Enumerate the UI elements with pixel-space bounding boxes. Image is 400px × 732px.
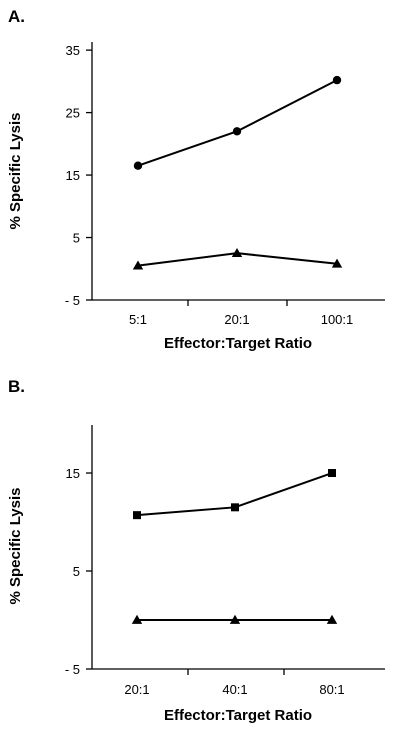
- panel-b-y-tick-label: - 5: [65, 662, 80, 677]
- panel-b-y-tick-label: 15: [66, 466, 80, 481]
- panel-a-marks: 35 25 15 5 - 5 5:1 20:1 100:1: [65, 43, 353, 327]
- panel-a-point-triangle: [331, 258, 343, 268]
- panel-b-point-square: [328, 469, 336, 478]
- panel-b-label: B.: [8, 377, 25, 396]
- panel-a-y-tick-label: 15: [66, 168, 80, 183]
- panel-b-marks: 15 5 - 5 20:1 40:1 80:1: [65, 466, 345, 697]
- panel-b-x-axis-title: Effector:Target Ratio: [164, 707, 312, 724]
- panel-a-x-axis-title: Effector:Target Ratio: [164, 335, 312, 352]
- panel-b-point-triangle: [326, 614, 338, 624]
- panel-b-x-tick-label: 40:1: [222, 682, 247, 697]
- panel-b: B. Effector:Target Ratio % Specific Lysi…: [7, 377, 385, 724]
- panel-a-y-axis-title: % Specific Lysis: [7, 113, 24, 230]
- panel-b-point-triangle: [131, 614, 143, 624]
- panel-b-x-tick-label: 20:1: [124, 682, 149, 697]
- panel-a-y-tick-label: - 5: [65, 293, 80, 308]
- panel-a-point-circle: [332, 75, 342, 85]
- panel-a: A. Effector:Target Ratio % Specific Lysi…: [7, 7, 385, 352]
- panel-a-x-tick-label: 5:1: [129, 312, 147, 327]
- panel-b-y-tick-label: 5: [73, 564, 80, 579]
- panel-a-y-tick-label: 25: [66, 106, 80, 121]
- panel-a-series-circle-line: [137, 79, 338, 167]
- panel-a-label: A.: [8, 7, 25, 26]
- panel-b-x-tick-label: 80:1: [319, 682, 344, 697]
- panel-a-x-tick-label: 100:1: [321, 312, 354, 327]
- panel-a-point-triangle: [132, 260, 144, 270]
- panel-b-point-square: [133, 511, 141, 520]
- panel-b-point-square: [231, 503, 239, 512]
- panel-a-x-tick-label: 20:1: [224, 312, 249, 327]
- panel-a-y-tick-label: 35: [66, 43, 80, 58]
- panel-a-point-circle: [232, 127, 242, 136]
- panel-a-point-circle: [133, 161, 143, 170]
- panel-a-y-tick-label: 5: [73, 231, 80, 246]
- panel-a-point-triangle: [231, 247, 243, 258]
- panel-b-y-axis-title: % Specific Lysis: [7, 488, 24, 605]
- panel-b-point-triangle: [229, 614, 241, 624]
